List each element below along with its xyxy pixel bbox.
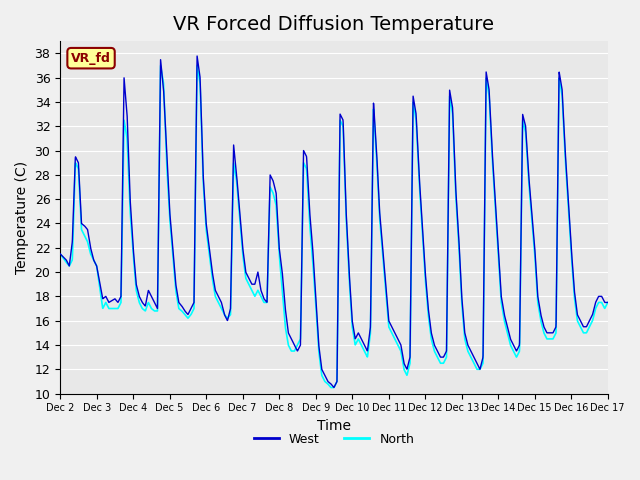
North bbox=[151, 308, 159, 314]
West bbox=[119, 178, 127, 184]
Text: VR_fd: VR_fd bbox=[71, 52, 111, 65]
West bbox=[593, 296, 601, 302]
North bbox=[534, 303, 542, 309]
West bbox=[534, 297, 542, 303]
West bbox=[290, 341, 298, 347]
Title: VR Forced Diffusion Temperature: VR Forced Diffusion Temperature bbox=[173, 15, 495, 34]
North bbox=[290, 348, 298, 354]
Y-axis label: Temperature (C): Temperature (C) bbox=[15, 161, 29, 274]
North bbox=[266, 185, 274, 191]
West bbox=[151, 301, 159, 307]
North bbox=[157, 63, 164, 69]
West bbox=[266, 172, 274, 178]
West bbox=[56, 251, 64, 257]
North bbox=[604, 300, 612, 305]
West bbox=[330, 384, 338, 390]
North bbox=[56, 251, 64, 257]
North bbox=[327, 384, 335, 390]
West bbox=[193, 53, 201, 59]
North bbox=[119, 204, 127, 209]
West bbox=[604, 300, 612, 305]
North bbox=[593, 302, 601, 308]
X-axis label: Time: Time bbox=[317, 419, 351, 433]
Legend: West, North: West, North bbox=[248, 428, 419, 451]
Line: North: North bbox=[60, 66, 608, 387]
Line: West: West bbox=[60, 56, 608, 387]
